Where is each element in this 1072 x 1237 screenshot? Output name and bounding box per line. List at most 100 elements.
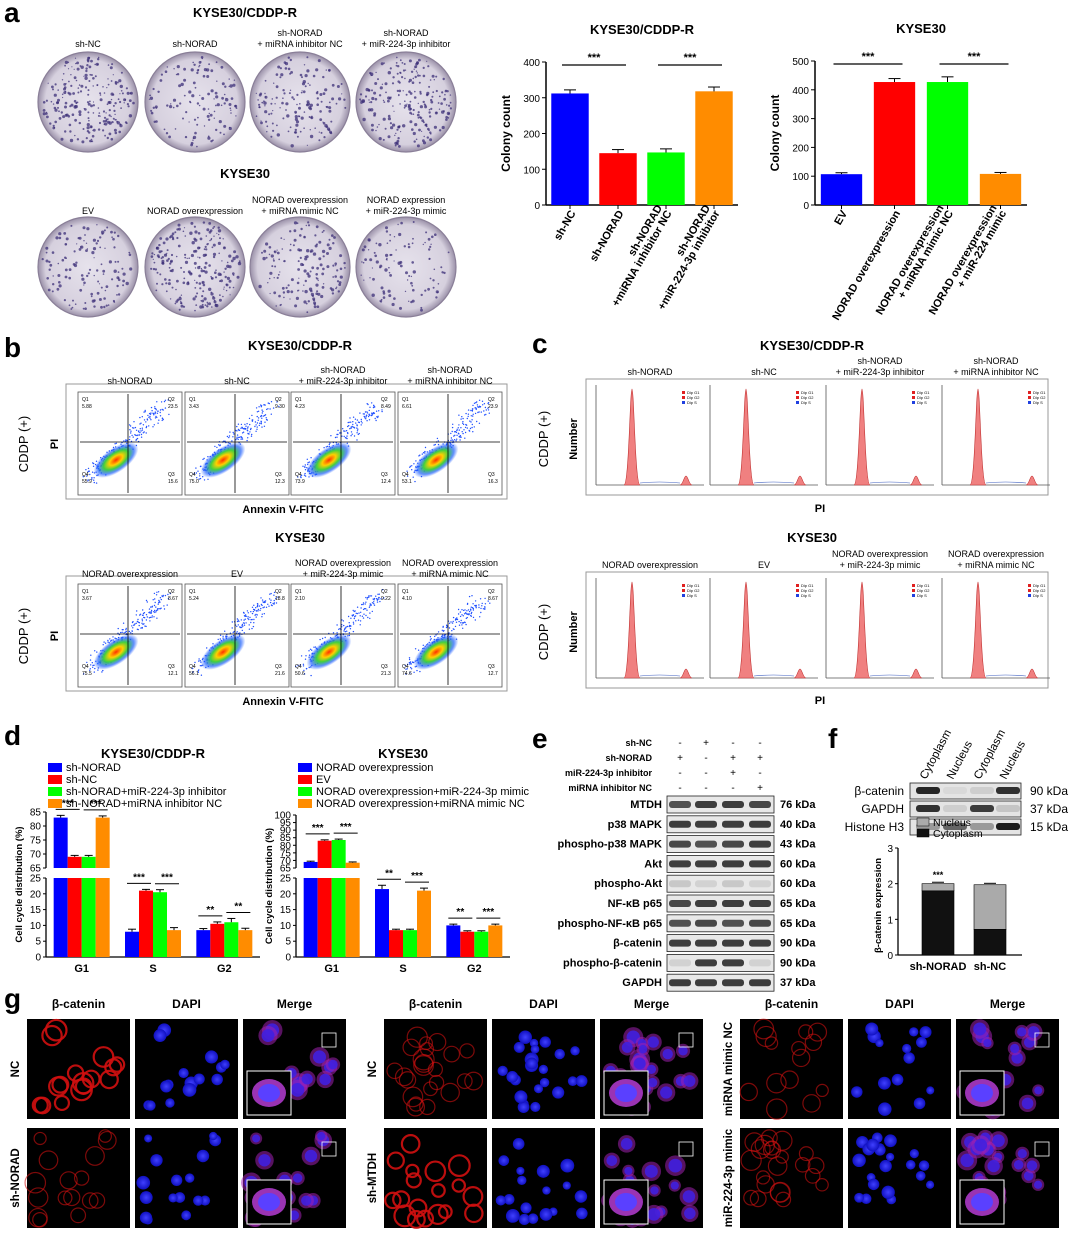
colony-dot	[42, 101, 46, 104]
bar	[210, 923, 225, 957]
colony-dot	[196, 292, 199, 295]
flow-event	[308, 461, 310, 463]
zoom-nucleus	[615, 1084, 637, 1102]
colony-dot	[340, 83, 343, 85]
colony-dot	[344, 267, 346, 269]
quadrant-name: Q1	[82, 589, 89, 595]
dapi-nucleus	[495, 1195, 506, 1206]
legend-label: sh-NORAD	[66, 762, 121, 774]
flow-event	[155, 409, 157, 411]
x-tick-label: G1	[324, 963, 339, 975]
red-cell	[756, 1175, 775, 1194]
flow-event	[92, 462, 95, 465]
colony-dot	[370, 123, 374, 127]
y-tick-label: 2	[887, 880, 893, 891]
colony-dot	[294, 117, 298, 121]
colony-dot	[297, 260, 300, 263]
cycle-sample-label: + miR-224-3p mimic	[840, 560, 921, 570]
colony-dot	[210, 275, 212, 278]
colony-dot	[321, 272, 325, 276]
flow-event	[149, 415, 151, 418]
flow-event	[415, 460, 417, 462]
quadrant-name: Q2	[168, 589, 175, 595]
colony-dot	[389, 67, 392, 70]
flow-event	[134, 623, 136, 625]
colony-dot	[124, 99, 127, 101]
flow-event	[406, 470, 408, 472]
flow-event	[92, 465, 95, 467]
colony-dot	[288, 92, 291, 95]
flow-event	[306, 458, 308, 460]
flow-event	[140, 433, 143, 436]
colony-dot	[281, 286, 285, 290]
dapi-nucleus	[854, 1192, 864, 1203]
colony-dot	[102, 86, 104, 88]
colony-dot	[219, 131, 222, 134]
s-phase-curve	[869, 481, 911, 484]
merge-nucleus	[304, 1149, 318, 1163]
colony-dot	[230, 109, 232, 112]
colony-dot	[76, 61, 79, 65]
flow-event	[138, 624, 140, 627]
x-tick-label-group: sh-NC	[552, 208, 579, 242]
flow-event	[458, 429, 460, 431]
fraction-band	[996, 787, 1020, 794]
merge-nucleus	[319, 1073, 331, 1086]
flow-event	[344, 430, 346, 432]
colony-dot	[122, 272, 126, 276]
flow-event	[236, 437, 238, 440]
flow-event	[460, 418, 462, 420]
flow-event	[450, 621, 452, 623]
flow-event	[365, 601, 367, 603]
colony-dot	[94, 75, 97, 78]
colony-dot	[64, 90, 67, 93]
colony-dot	[362, 117, 366, 122]
red-cell	[81, 1192, 99, 1209]
colony-dot	[64, 64, 66, 67]
colony-dot	[206, 228, 210, 232]
colony-dot	[384, 127, 387, 130]
colony-dot	[332, 264, 335, 267]
colony-dot	[177, 244, 181, 248]
fraction-band	[943, 787, 967, 794]
colony-dot	[55, 236, 59, 240]
flow-event	[364, 603, 366, 605]
colony-dot	[53, 93, 57, 97]
flow-event	[133, 624, 135, 626]
legend-label: Dip G1	[1033, 390, 1046, 395]
quadrant-name: Q2	[168, 397, 175, 403]
colony-dot	[78, 84, 81, 86]
colony-dot	[180, 300, 182, 303]
colony-dot	[272, 259, 275, 262]
micrograph	[740, 1128, 843, 1228]
colony-dot	[289, 58, 292, 62]
y-tick-label: 85	[280, 833, 292, 844]
colony-dot	[63, 87, 66, 91]
legend-swatch	[682, 584, 685, 587]
flow-event	[272, 602, 274, 605]
flow-event	[247, 616, 249, 618]
g1-peak	[853, 388, 871, 486]
colony-dot	[200, 56, 204, 59]
flow-xlabel-bottom: Annexin V-FITC	[242, 696, 323, 708]
flow-event	[247, 612, 249, 614]
colony-dot	[170, 103, 172, 105]
colony-dot	[56, 287, 60, 291]
colony-dot	[383, 101, 386, 103]
y-tick-label: 25	[280, 874, 292, 885]
flow-event	[365, 596, 367, 599]
colony-dot	[303, 300, 307, 304]
dapi-nucleus	[877, 1076, 891, 1090]
colony-dot	[307, 221, 310, 224]
colony-dot	[362, 261, 365, 264]
condition-sign: -	[704, 783, 707, 794]
fraction-kda-label: 15 kDa	[1030, 820, 1068, 834]
legend-swatch	[796, 589, 799, 592]
colony-dot	[229, 294, 231, 296]
significance-label: ***	[411, 871, 423, 882]
red-cell	[406, 1210, 426, 1229]
colony-dot	[301, 76, 303, 79]
flow-event	[145, 425, 148, 428]
flow-event	[151, 606, 153, 608]
colony-dot	[232, 272, 235, 275]
